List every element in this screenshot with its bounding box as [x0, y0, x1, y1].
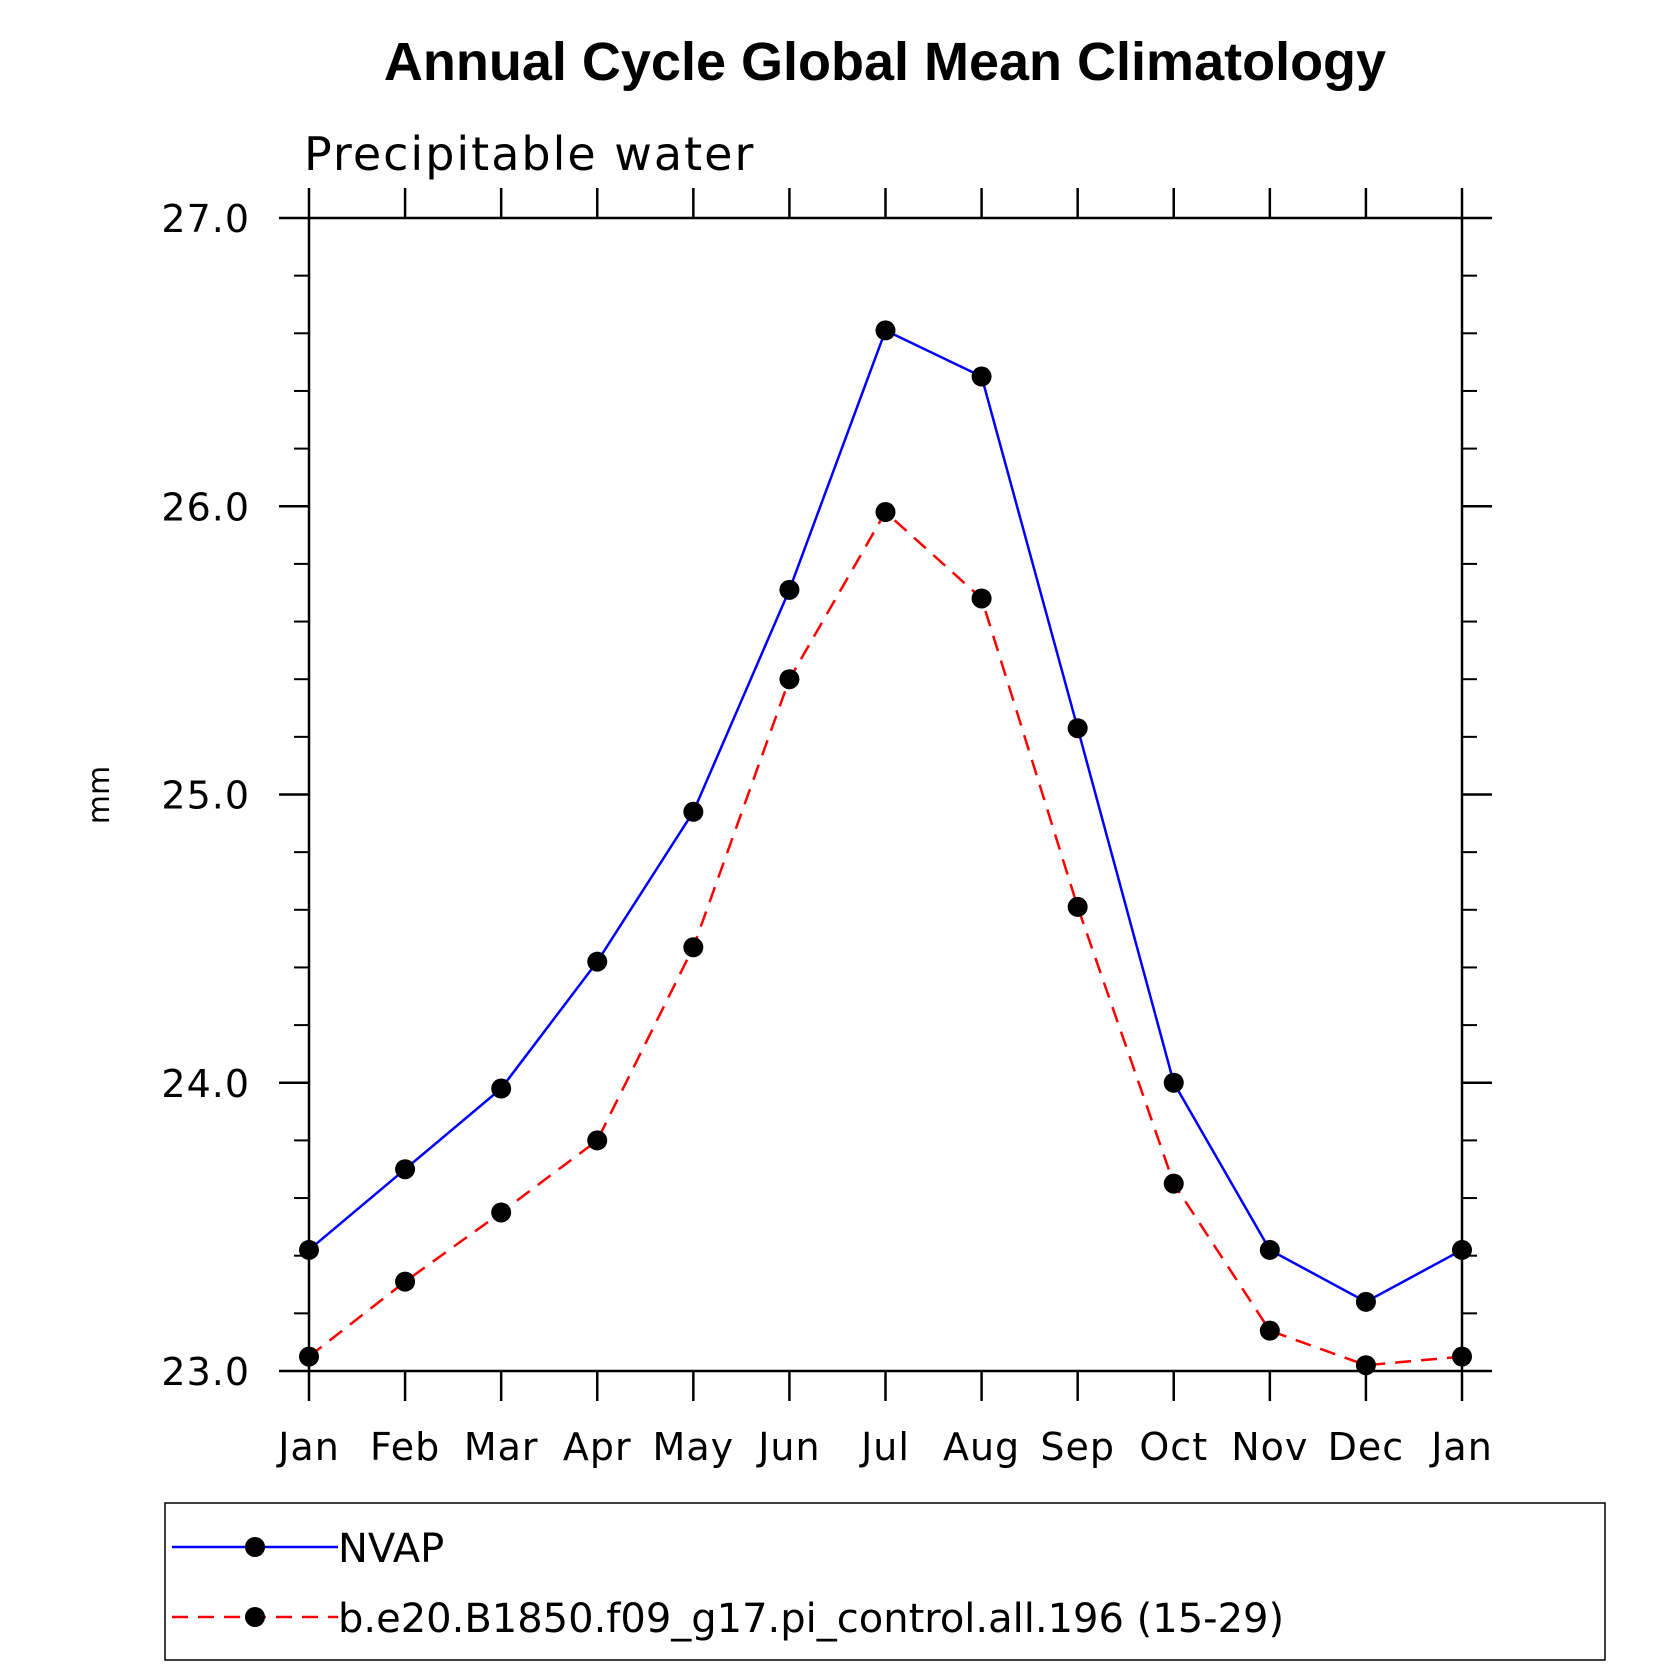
data-point: [971, 366, 992, 387]
data-point: [299, 1239, 319, 1260]
y-tick-label: 27.0: [161, 197, 250, 241]
data-point: [683, 801, 704, 822]
data-point: [779, 669, 800, 690]
x-tick-labels: Jan Feb Mar Apr May Jun Jul Aug Sep Oct Nov Dec Jan: [276, 1425, 1493, 1469]
x-tick-label: Jan: [1429, 1425, 1493, 1469]
x-tick-label: Mar: [464, 1425, 539, 1469]
x-tick-label: Sep: [1040, 1425, 1115, 1469]
chart-subtitle: Precipitable water: [304, 127, 755, 181]
legend: NVAP b.e20.B1850.f09_g17.pi_control.all.…: [164, 1502, 1606, 1661]
x-tick-label: Feb: [370, 1425, 440, 1469]
x-tick-label: Dec: [1328, 1425, 1405, 1469]
x-tick-label: May: [653, 1425, 735, 1469]
x-tick-label: Aug: [943, 1425, 1020, 1469]
y-tick-label: 24.0: [161, 1062, 250, 1106]
data-point: [683, 937, 704, 958]
data-point: [971, 588, 992, 609]
data-point: [1355, 1291, 1376, 1312]
x-tick-label: Apr: [563, 1425, 632, 1469]
y-axis-label: mm: [82, 766, 117, 824]
y-tick-label: 23.0: [161, 1350, 250, 1394]
y-tick-labels: 23.0 24.0 25.0 26.0 27.0: [161, 197, 250, 1394]
data-point: [1452, 1346, 1472, 1367]
data-point: [1163, 1072, 1184, 1093]
x-tick-label: Jan: [276, 1425, 340, 1469]
data-point: [491, 1078, 512, 1099]
x-tick-label: Jul: [859, 1425, 910, 1469]
data-point: [299, 1346, 319, 1367]
series-line: [308, 510, 1463, 1367]
legend-label-model: b.e20.B1850.f09_g17.pi_control.all.196 (…: [338, 1596, 1284, 1642]
data-point: [1259, 1320, 1280, 1341]
data-point: [1163, 1173, 1184, 1194]
x-tick-label: Jun: [756, 1425, 820, 1469]
data-point: [875, 502, 896, 523]
data-point: [395, 1271, 416, 1292]
legend-box: [164, 1502, 1606, 1661]
plot-frame: [307, 216, 1464, 1373]
data-point: [1452, 1239, 1472, 1260]
legend-label-nvap: NVAP: [338, 1526, 444, 1572]
data-point: [587, 951, 608, 972]
data-point: [587, 1130, 608, 1151]
data-point: [491, 1202, 512, 1223]
legend-marker-model: [245, 1607, 265, 1627]
data-point: [1067, 896, 1088, 917]
series-nvap: [299, 320, 1472, 1312]
legend-marker-nvap: [245, 1537, 265, 1557]
data-point: [1067, 718, 1088, 739]
chart-title: Annual Cycle Global Mean Climatology: [384, 32, 1386, 92]
data-point: [1259, 1239, 1280, 1260]
axis-ticks: [279, 188, 1492, 1401]
data-point: [395, 1159, 416, 1180]
series-line: [308, 328, 1463, 1304]
data-point: [779, 579, 800, 600]
x-tick-label: Nov: [1231, 1425, 1308, 1469]
y-tick-label: 26.0: [161, 485, 250, 529]
series-model: [299, 502, 1472, 1376]
y-tick-label: 25.0: [161, 774, 250, 818]
x-tick-label: Oct: [1139, 1425, 1208, 1469]
data-point: [1355, 1355, 1376, 1376]
series-layer: [299, 320, 1472, 1376]
data-point: [875, 320, 896, 341]
